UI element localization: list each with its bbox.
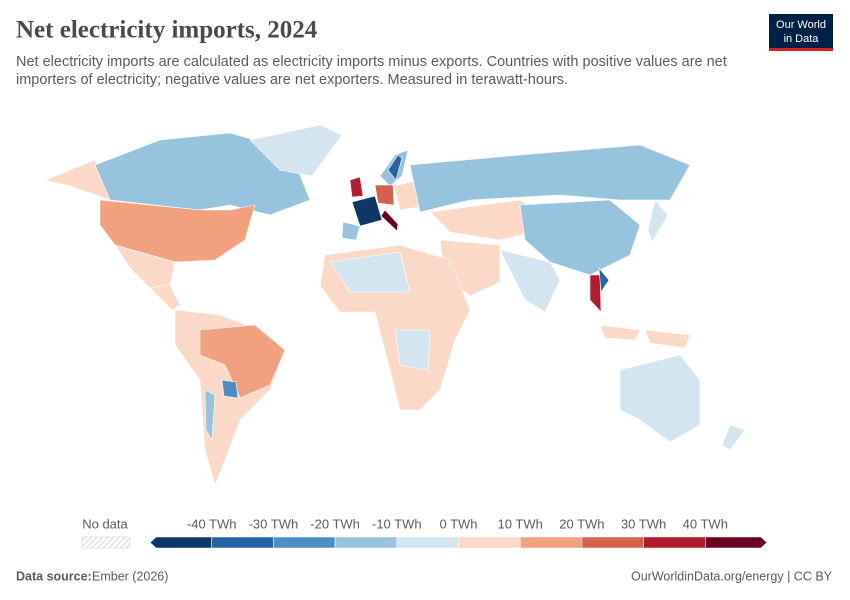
- country[interactable]: [599, 324, 641, 341]
- country[interactable]: [94, 132, 311, 216]
- country[interactable]: [380, 209, 399, 232]
- subtitle: Net electricity imports are calculated a…: [16, 54, 727, 70]
- url: OurWorldinData.org/energy | CC BY: [631, 569, 833, 583]
- legend-label: 30 TWh: [621, 516, 666, 531]
- country[interactable]: [99, 199, 256, 263]
- country[interactable]: [149, 284, 181, 311]
- logo-box: [769, 14, 833, 50]
- source-label: Data source:: [16, 569, 92, 583]
- legend: No data -40 TWh -30 TWh -20 TWh -10 TWh 0 TW…: [81, 516, 768, 549]
- country[interactable]: [341, 221, 361, 241]
- country[interactable]: [409, 144, 691, 213]
- legend-label: -20 TWh: [310, 516, 360, 531]
- country[interactable]: [387, 154, 403, 181]
- logo-underline: [769, 48, 833, 51]
- country[interactable]: [204, 389, 216, 441]
- legend-swatch: [643, 536, 706, 549]
- country[interactable]: [647, 199, 669, 243]
- country[interactable]: [249, 124, 343, 177]
- legend-label: 40 TWh: [683, 516, 728, 531]
- legend-label: -30 TWh: [249, 516, 299, 531]
- legend-swatch: [581, 536, 644, 549]
- legend-swatch: [458, 536, 521, 549]
- country[interactable]: [329, 251, 411, 293]
- legend-swatch: [273, 536, 336, 549]
- legend-swatch: [704, 536, 768, 549]
- country[interactable]: [619, 354, 701, 443]
- logo[interactable]: Our World in Data: [769, 14, 833, 51]
- legend-label: -10 TWh: [372, 516, 422, 531]
- no-data-swatch: [81, 536, 131, 549]
- legend-label: 0 TWh: [439, 516, 477, 531]
- country[interactable]: [589, 274, 602, 313]
- country[interactable]: [519, 199, 641, 276]
- country[interactable]: [349, 176, 364, 198]
- country[interactable]: [351, 195, 383, 227]
- source: Ember (2026): [92, 569, 168, 583]
- country[interactable]: [394, 329, 431, 371]
- country[interactable]: [721, 424, 746, 451]
- legend-swatch: [149, 536, 212, 549]
- title: Net electricity imports, 2024: [16, 17, 318, 44]
- country[interactable]: [644, 329, 691, 349]
- subtitle: importers of electricity; negative value…: [16, 72, 568, 88]
- country[interactable]: [221, 379, 239, 399]
- legend-swatch: [334, 536, 398, 549]
- legend-label: 10 TWh: [498, 516, 543, 531]
- country[interactable]: [199, 324, 286, 399]
- legend-swatch: [211, 536, 274, 549]
- country[interactable]: [499, 249, 561, 313]
- country[interactable]: [598, 267, 610, 293]
- legend-swatch: [396, 536, 459, 549]
- legend-swatch: [519, 536, 583, 549]
- country[interactable]: [374, 184, 395, 206]
- logo-text: Our World: [776, 19, 826, 31]
- map: [44, 124, 746, 486]
- legend-label: -40 TWh: [187, 516, 237, 531]
- legend-label: No data: [82, 516, 128, 531]
- legend-label: 20 TWh: [559, 516, 604, 531]
- logo-text: in Data: [784, 33, 820, 45]
